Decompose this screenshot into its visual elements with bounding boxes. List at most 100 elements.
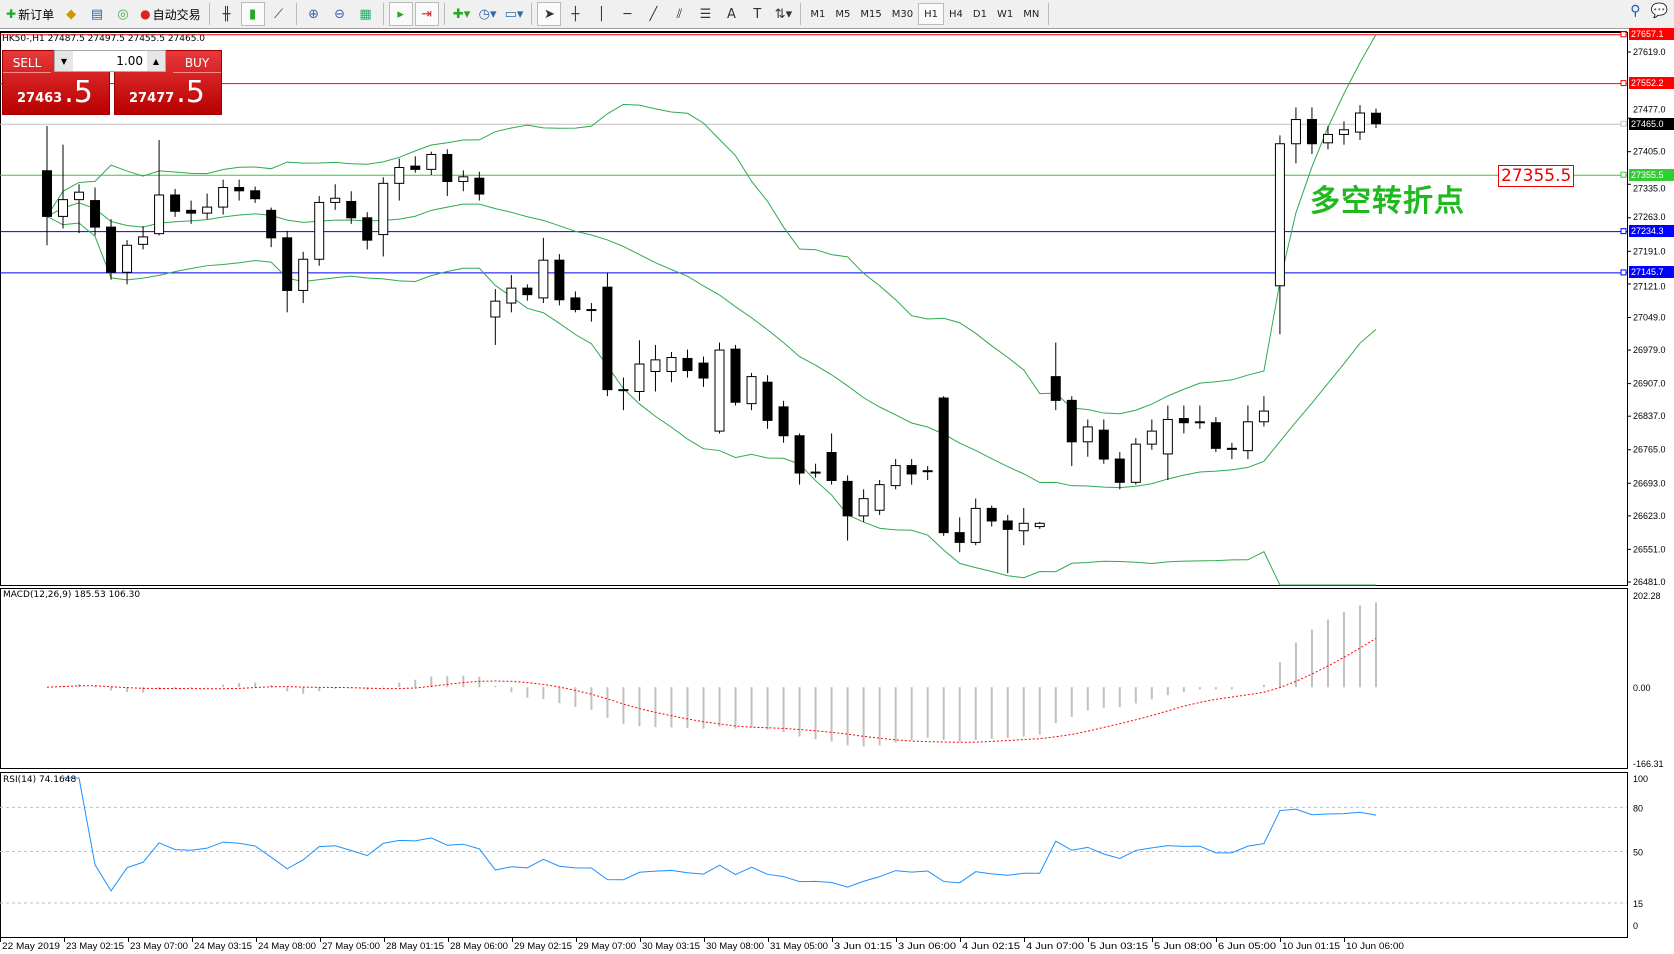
zoom-in-icon[interactable]: ⊕ bbox=[308, 6, 320, 22]
decrease-lot-button[interactable]: ▼ bbox=[55, 51, 73, 71]
buy-button[interactable]: BUY 27477.5 bbox=[114, 50, 222, 115]
candle-bearish bbox=[954, 532, 965, 543]
candle-bearish bbox=[1098, 429, 1109, 460]
time-label: 10 Jun 06:00 bbox=[1346, 941, 1404, 951]
time-label: 3 Jun 01:15 bbox=[834, 941, 892, 951]
candle-bullish bbox=[122, 244, 133, 273]
candle-bullish bbox=[890, 465, 901, 487]
candle-bullish bbox=[810, 471, 821, 474]
candle-bullish bbox=[1034, 522, 1045, 528]
candle-bullish bbox=[1290, 119, 1301, 145]
navigator-icon[interactable]: ◎ bbox=[117, 6, 129, 22]
candle-bullish bbox=[714, 349, 725, 432]
time-label: 22 May 2019 bbox=[2, 941, 60, 951]
price-line-label: 27552.2 bbox=[1629, 77, 1674, 90]
text-label-icon[interactable]: T bbox=[753, 6, 762, 22]
bar-chart-icon[interactable]: ╫ bbox=[222, 6, 231, 22]
timeframe-m15[interactable]: M15 bbox=[860, 8, 882, 20]
chart-area[interactable]: 27619.0 27477.0 27405.0 27335.0 27263.0 27191… bbox=[0, 30, 1674, 954]
bollinger-upper bbox=[46, 34, 1377, 415]
one-click-trading-panel: SELL 27463.5 BUY 27477.5 ▼ 1.00 ▲ bbox=[2, 50, 222, 115]
arrows-icon[interactable]: ⇅▾ bbox=[774, 6, 793, 22]
candle-bullish bbox=[970, 507, 981, 543]
price-tick-label: 27335.0 bbox=[1633, 184, 1666, 194]
time-label: 6 Jun 05:00 bbox=[1218, 941, 1276, 951]
symbol-info: HK50-,H1 27487.5 27497.5 27455.5 27465.0 bbox=[2, 34, 206, 44]
candle-bearish bbox=[1371, 112, 1381, 125]
auto-trading-icon: ● bbox=[140, 7, 151, 21]
periods-icon[interactable]: ◷▾ bbox=[478, 6, 497, 22]
time-label: 30 May 08:00 bbox=[706, 941, 764, 951]
price-line-label: 27355.5 bbox=[1629, 168, 1674, 181]
candle-bearish bbox=[90, 200, 101, 228]
price-tick-label: 27405.0 bbox=[1633, 147, 1666, 157]
auto-scroll-icon[interactable]: ▸ bbox=[388, 2, 413, 26]
vertical-line-icon[interactable]: │ bbox=[597, 6, 606, 22]
horizontal-line-icon[interactable]: ─ bbox=[623, 6, 632, 22]
line-handle bbox=[1620, 269, 1627, 276]
candle-bullish bbox=[138, 236, 149, 245]
lot-size-input[interactable]: 1.00 bbox=[116, 54, 143, 68]
candle-bearish bbox=[762, 381, 773, 421]
increase-lot-button[interactable]: ▲ bbox=[147, 51, 165, 71]
indicators-icon[interactable]: ✚▾ bbox=[452, 6, 471, 22]
timeframe-h1[interactable]: H1 bbox=[918, 3, 944, 25]
candle-bearish bbox=[986, 507, 997, 522]
candle-bearish bbox=[1066, 399, 1077, 443]
price-tick-label: 27121.0 bbox=[1633, 281, 1666, 291]
candle-bearish bbox=[826, 452, 837, 481]
candle-bearish bbox=[730, 348, 741, 403]
candle-bullish bbox=[1354, 112, 1365, 133]
candle-bullish bbox=[506, 287, 517, 304]
time-label: 5 Jun 08:00 bbox=[1154, 941, 1212, 951]
trendline-icon[interactable]: ╱ bbox=[649, 6, 658, 22]
data-window-icon[interactable]: ▤ bbox=[90, 6, 104, 22]
chart-shift-icon[interactable]: ⇥ bbox=[414, 2, 439, 26]
timeframe-m1[interactable]: M1 bbox=[810, 8, 826, 20]
fibonacci-icon[interactable]: ☰ bbox=[699, 6, 712, 22]
rsi-tick-label: 15 bbox=[1633, 899, 1643, 909]
candle-bearish bbox=[906, 465, 917, 475]
candle-bullish bbox=[154, 194, 165, 235]
candle-bullish bbox=[1082, 426, 1093, 443]
crosshair-icon[interactable]: ┼ bbox=[571, 6, 580, 22]
timeframe-m5[interactable]: M5 bbox=[835, 8, 851, 20]
templates-icon[interactable]: ▭▾ bbox=[504, 6, 524, 22]
candle-bearish bbox=[1178, 418, 1189, 424]
candle-bearish bbox=[602, 286, 613, 391]
timeframe-mn[interactable]: MN bbox=[1023, 8, 1040, 20]
cursor-icon[interactable]: ➤ bbox=[537, 2, 562, 26]
price-line-label: 27657.1 bbox=[1629, 28, 1674, 41]
chat-icon[interactable]: 💬 bbox=[1650, 3, 1668, 19]
candle-bullish bbox=[378, 182, 389, 236]
candle-bullish bbox=[1018, 522, 1029, 532]
separator bbox=[382, 3, 384, 25]
timeframe-m30[interactable]: M30 bbox=[891, 8, 914, 20]
new-order-button[interactable]: ✚ 新订单 bbox=[3, 2, 57, 26]
time-label: 23 May 02:15 bbox=[66, 941, 124, 951]
timeframe-bar: M1 M5 M15 M30 H1 H4 D1 W1 MN bbox=[805, 3, 1044, 25]
equidistant-channel-icon[interactable]: ⫽ bbox=[676, 6, 683, 22]
candle-bullish bbox=[746, 376, 757, 405]
line-chart-icon[interactable]: ⟋ bbox=[274, 6, 284, 22]
line-handle bbox=[1620, 171, 1627, 178]
text-icon[interactable]: A bbox=[726, 6, 736, 22]
price-tick-label: 26979.0 bbox=[1633, 345, 1666, 355]
search-icon[interactable]: ⚲ bbox=[1630, 3, 1641, 19]
candle-bearish bbox=[554, 259, 565, 301]
zoom-out-icon[interactable]: ⊖ bbox=[334, 6, 346, 22]
candle-bearish bbox=[170, 194, 181, 212]
timeframe-h4[interactable]: H4 bbox=[949, 8, 963, 20]
price-tick-label: 27191.0 bbox=[1633, 246, 1666, 256]
time-label: 28 May 01:15 bbox=[386, 941, 444, 951]
price-tick-label: 26693.0 bbox=[1633, 478, 1666, 488]
timeframe-d1[interactable]: D1 bbox=[972, 8, 987, 20]
candle-bullish bbox=[1130, 443, 1141, 483]
market-watch-icon[interactable]: ◆ bbox=[66, 6, 77, 22]
timeframe-w1[interactable]: W1 bbox=[996, 8, 1014, 20]
auto-trading-button[interactable]: ● 自动交易 bbox=[137, 2, 204, 26]
candle-bearish bbox=[570, 297, 581, 311]
candlestick-icon[interactable]: ▮ bbox=[240, 2, 265, 26]
line-handle bbox=[1620, 80, 1627, 87]
tile-windows-icon[interactable]: ▦ bbox=[359, 6, 372, 22]
